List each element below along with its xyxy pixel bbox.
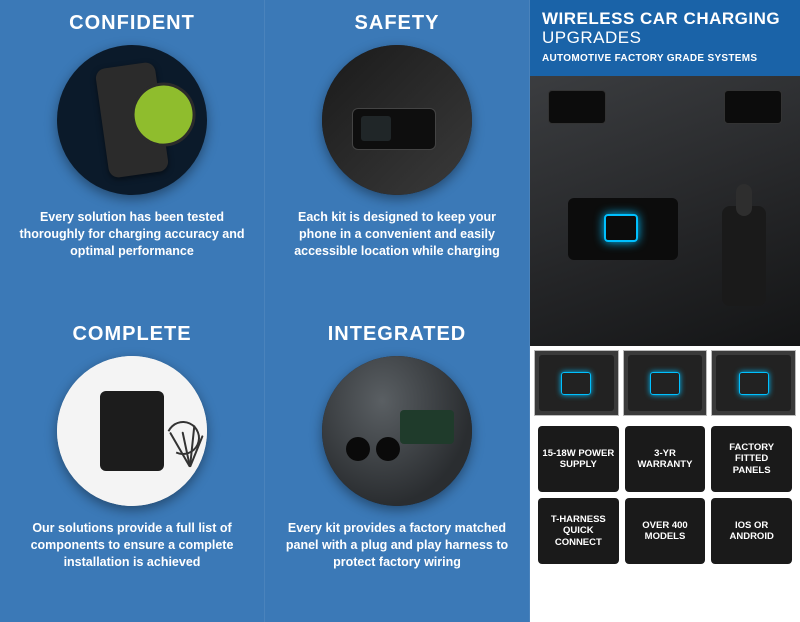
feature-desc: Our solutions provide a full list of com… [17,520,247,571]
right-panel: WIRELESS CAR CHARGING UPGRADES AUTOMOTIV… [530,0,800,622]
center-console-icon [322,356,472,506]
dashboard-illustration [530,76,800,346]
thumbnail [711,350,796,416]
feature-desc: Every solution has been tested thoroughl… [17,209,247,260]
badge: 3-YR WARRANTY [625,426,706,492]
badge: T-HARNESS QUICK CONNECT [538,498,619,564]
thumbnail-row [530,346,800,420]
header-line2: UPGRADES [542,28,641,47]
header-title: WIRELESS CAR CHARGING UPGRADES [542,10,788,47]
feature-title: COMPLETE [72,323,191,346]
feature-integrated: INTEGRATED Every kit provides a factory … [265,311,530,622]
feature-image-safety [322,45,472,195]
hero-image [530,76,800,346]
badge: IOS OR ANDROID [711,498,792,564]
thumbnail [623,350,708,416]
feature-title: SAFETY [355,12,440,35]
kit-icon [57,356,207,506]
feature-safety: SAFETY Each kit is designed to keep your… [265,0,530,311]
phone-magsafe-icon [95,61,170,178]
feature-title: CONFIDENT [69,12,195,35]
badge: OVER 400 MODELS [625,498,706,564]
feature-grid: CONFIDENT Every solution has been tested… [0,0,530,622]
badge: FACTORY FITTED PANELS [711,426,792,492]
header: WIRELESS CAR CHARGING UPGRADES AUTOMOTIV… [530,0,800,76]
feature-image-integrated [322,356,472,506]
header-subtitle: AUTOMOTIVE FACTORY GRADE SYSTEMS [542,53,788,64]
badge: 15-18W POWER SUPPLY [538,426,619,492]
feature-image-confident [57,45,207,195]
thumbnail [534,350,619,416]
header-line1: WIRELESS CAR CHARGING [542,9,780,28]
feature-image-complete [57,356,207,506]
feature-title: INTEGRATED [328,323,467,346]
console-pad-icon [322,45,472,195]
feature-desc: Every kit provides a factory matched pan… [282,520,512,571]
badge-grid: 15-18W POWER SUPPLY 3-YR WARRANTY FACTOR… [530,420,800,574]
feature-confident: CONFIDENT Every solution has been tested… [0,0,265,311]
feature-complete: COMPLETE Our solutions provide a full li… [0,311,265,622]
feature-desc: Each kit is designed to keep your phone … [282,209,512,260]
